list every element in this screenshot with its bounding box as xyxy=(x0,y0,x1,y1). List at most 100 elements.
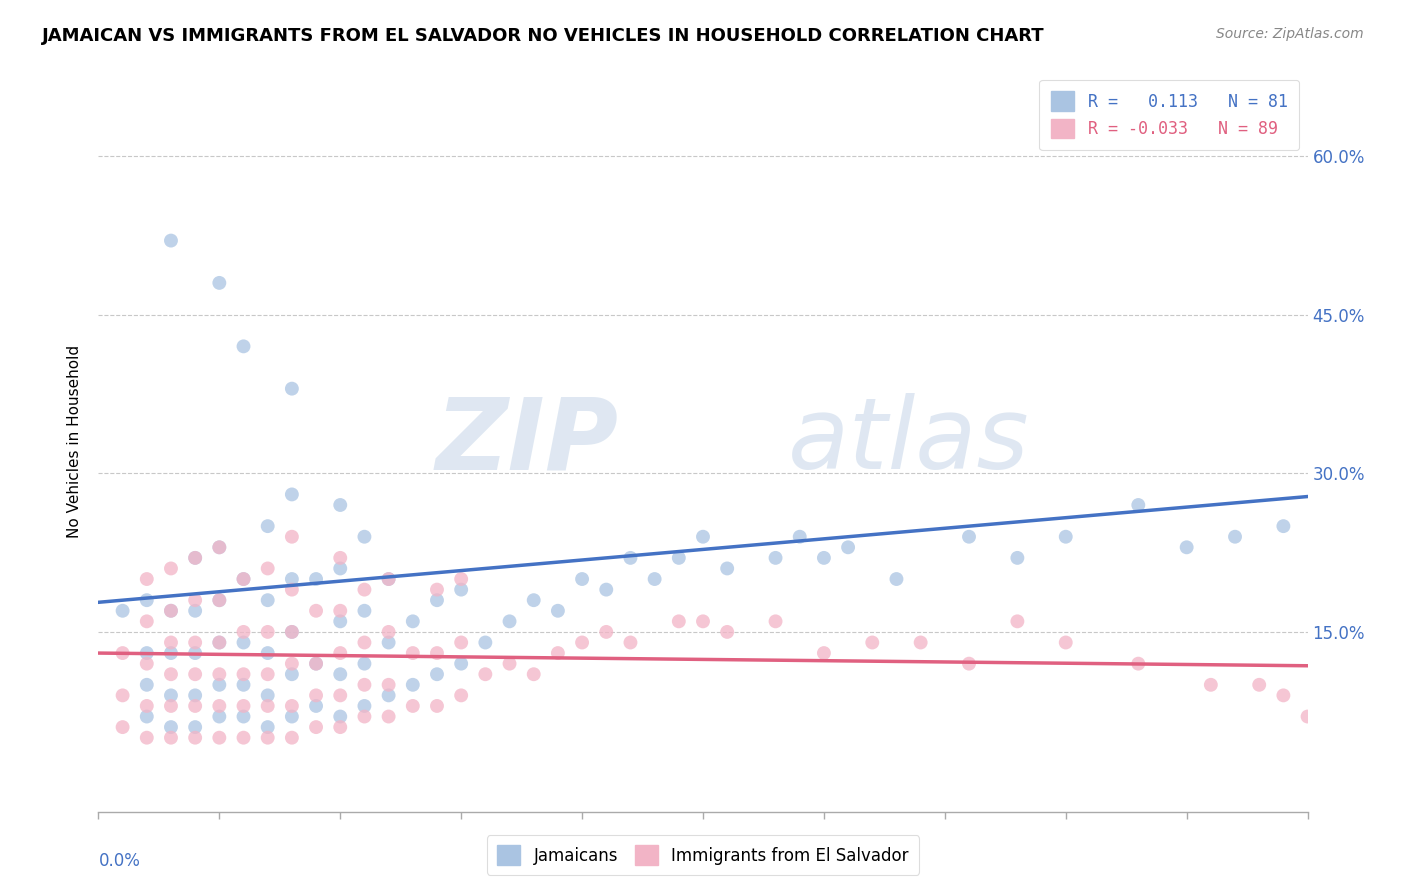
Point xyxy=(426,646,449,660)
Point xyxy=(668,615,690,629)
Point xyxy=(547,646,569,660)
Point xyxy=(256,720,278,734)
Point xyxy=(426,593,449,607)
Point xyxy=(498,615,520,629)
Point xyxy=(474,667,496,681)
Point xyxy=(160,698,183,713)
Point xyxy=(184,635,207,649)
Point xyxy=(135,709,157,723)
Point xyxy=(305,572,328,586)
Point xyxy=(232,667,254,681)
Point xyxy=(281,731,304,745)
Point xyxy=(402,678,425,692)
Point xyxy=(184,593,207,607)
Point xyxy=(208,541,231,555)
Point xyxy=(256,698,278,713)
Point xyxy=(619,550,641,565)
Point xyxy=(208,593,231,607)
Point xyxy=(281,624,304,639)
Point xyxy=(474,635,496,649)
Point xyxy=(160,604,183,618)
Point xyxy=(184,720,207,734)
Point xyxy=(886,572,908,586)
Point xyxy=(353,582,375,597)
Point xyxy=(353,709,375,723)
Point xyxy=(1128,657,1150,671)
Point xyxy=(232,698,254,713)
Point xyxy=(353,657,375,671)
Point xyxy=(1249,678,1271,692)
Point xyxy=(329,498,352,512)
Point xyxy=(111,646,134,660)
Point xyxy=(402,615,425,629)
Point xyxy=(135,657,157,671)
Point xyxy=(910,635,932,649)
Point xyxy=(256,593,278,607)
Point xyxy=(644,572,666,586)
Point xyxy=(111,604,134,618)
Point xyxy=(353,604,375,618)
Point xyxy=(135,646,157,660)
Point xyxy=(281,487,304,501)
Point xyxy=(668,550,690,565)
Point xyxy=(160,234,183,248)
Point xyxy=(281,582,304,597)
Point xyxy=(232,731,254,745)
Point xyxy=(305,720,328,734)
Point xyxy=(1272,689,1295,703)
Point xyxy=(184,550,207,565)
Point xyxy=(329,561,352,575)
Point xyxy=(716,624,738,639)
Point xyxy=(208,709,231,723)
Point xyxy=(957,530,980,544)
Point xyxy=(329,709,352,723)
Point xyxy=(184,646,207,660)
Point xyxy=(426,582,449,597)
Point xyxy=(184,550,207,565)
Point xyxy=(232,709,254,723)
Text: atlas: atlas xyxy=(787,393,1029,490)
Point xyxy=(329,604,352,618)
Point xyxy=(281,657,304,671)
Point xyxy=(450,572,472,586)
Point xyxy=(232,678,254,692)
Point xyxy=(160,604,183,618)
Point xyxy=(208,541,231,555)
Point xyxy=(498,657,520,671)
Point xyxy=(281,624,304,639)
Point xyxy=(450,635,472,649)
Point xyxy=(208,678,231,692)
Point xyxy=(426,698,449,713)
Point xyxy=(184,731,207,745)
Point xyxy=(450,657,472,671)
Point xyxy=(184,604,207,618)
Point xyxy=(426,667,449,681)
Point xyxy=(619,635,641,649)
Point xyxy=(957,657,980,671)
Point xyxy=(256,519,278,533)
Point xyxy=(208,731,231,745)
Text: JAMAICAN VS IMMIGRANTS FROM EL SALVADOR NO VEHICLES IN HOUSEHOLD CORRELATION CHA: JAMAICAN VS IMMIGRANTS FROM EL SALVADOR … xyxy=(42,27,1045,45)
Point xyxy=(160,646,183,660)
Point xyxy=(281,530,304,544)
Point xyxy=(1054,635,1077,649)
Point xyxy=(1199,678,1222,692)
Point xyxy=(135,572,157,586)
Legend: Jamaicans, Immigrants from El Salvador: Jamaicans, Immigrants from El Salvador xyxy=(486,836,920,875)
Point xyxy=(716,561,738,575)
Point xyxy=(135,678,157,692)
Point xyxy=(329,720,352,734)
Point xyxy=(523,667,546,681)
Point xyxy=(184,667,207,681)
Point xyxy=(860,635,883,649)
Point xyxy=(1296,709,1319,723)
Point xyxy=(353,530,375,544)
Point xyxy=(160,561,183,575)
Point xyxy=(692,615,714,629)
Point xyxy=(135,593,157,607)
Point xyxy=(353,698,375,713)
Point xyxy=(305,604,328,618)
Point xyxy=(208,635,231,649)
Point xyxy=(1223,530,1246,544)
Point xyxy=(1007,550,1029,565)
